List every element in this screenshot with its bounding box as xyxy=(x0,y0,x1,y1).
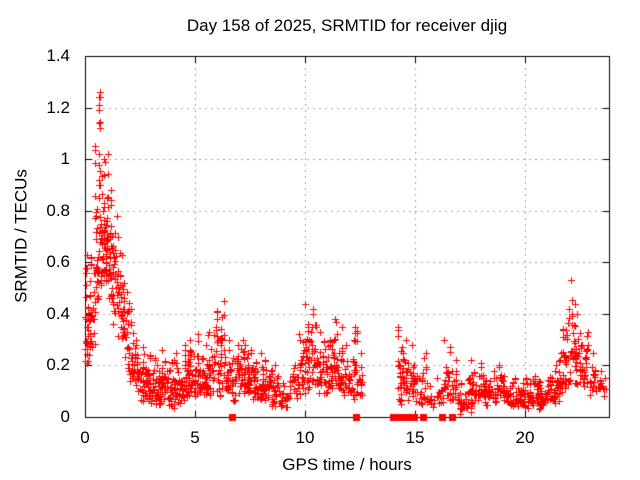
y-tick-label: 1.2 xyxy=(46,98,70,117)
y-tick-label: 0.6 xyxy=(46,252,70,271)
y-tick-label: 1 xyxy=(60,149,70,168)
x-tick-label: 10 xyxy=(295,428,315,447)
x-tick-label: 15 xyxy=(405,428,425,447)
y-tick-label: 0.8 xyxy=(46,201,70,220)
chart-title: Day 158 of 2025, SRMTID for receiver dji… xyxy=(186,16,508,35)
x-tick-label: 5 xyxy=(190,428,200,447)
x-tick-label: 0 xyxy=(80,428,90,447)
y-axis-label: SRMTID / TECUs xyxy=(11,169,31,303)
y-tick-label: 1.4 xyxy=(46,46,70,65)
x-tick-label: 20 xyxy=(515,428,535,447)
x-axis-label: GPS time / hours xyxy=(282,455,412,474)
y-tick-label: 0.2 xyxy=(46,355,70,374)
y-tick-label: 0 xyxy=(60,407,70,426)
y-tick-label: 0.4 xyxy=(46,304,70,323)
